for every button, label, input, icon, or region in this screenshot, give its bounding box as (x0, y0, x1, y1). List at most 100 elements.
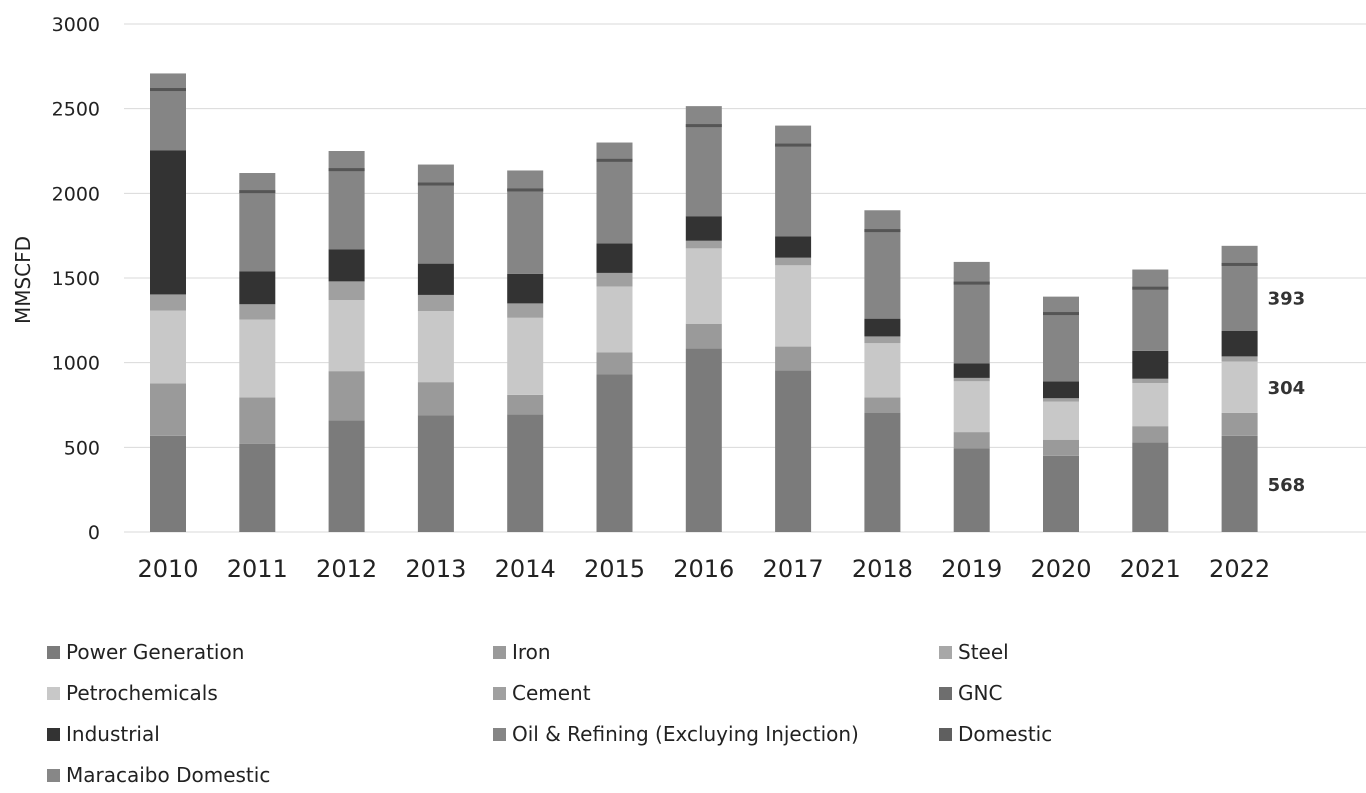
y-tick-label: 500 (64, 437, 100, 459)
x-tick-label: 2013 (405, 555, 466, 583)
bar-separator (150, 88, 186, 92)
bar-segment (1221, 435, 1258, 532)
legend-item: Steel (939, 640, 1009, 664)
bar-separator (507, 188, 544, 192)
bar-separator (1043, 312, 1079, 316)
bar-segment (1132, 442, 1169, 532)
legend-label: Power Generation (66, 640, 244, 664)
bar-separator (1132, 286, 1169, 290)
bar-segment (507, 189, 544, 274)
x-tick-label: 2017 (763, 555, 824, 583)
y-tick-label: 2500 (52, 99, 100, 121)
bar-separator (328, 168, 365, 172)
bar-segment (150, 435, 186, 532)
bar-segment (864, 210, 901, 231)
legend: Power Generation Iron Steel Petrochemicals C… (47, 640, 1052, 787)
bar-segment (685, 106, 722, 126)
bar-separator (775, 143, 812, 147)
bar-segment (150, 383, 186, 436)
bar-segment (864, 318, 901, 337)
bar-segment (685, 323, 722, 349)
bar-segment (328, 249, 365, 282)
legend-label: Petrochemicals (66, 681, 218, 705)
bar-segment (953, 381, 990, 433)
bar-segment (150, 73, 186, 90)
legend-item: Oil & Refining (Excluying Injection) (493, 722, 859, 746)
bar-segment (685, 240, 722, 249)
bar-segment (239, 271, 276, 305)
bar-segment (150, 150, 186, 295)
x-tick-label: 2015 (584, 555, 645, 583)
data-label: 304 (1268, 378, 1306, 399)
bar-segment (864, 412, 901, 532)
x-tick-label: 2019 (941, 555, 1002, 583)
bar-segment (1221, 245, 1258, 265)
bar-segment (239, 319, 276, 398)
bar-segment (150, 310, 186, 384)
bar-segment (1132, 269, 1169, 289)
bar-segment (328, 300, 365, 372)
bar-segment (1043, 401, 1079, 440)
bar-separator (685, 124, 722, 128)
legend-swatch (493, 728, 506, 741)
bar-segment (953, 283, 990, 364)
bar-segment (1132, 350, 1169, 379)
legend-item: Industrial (47, 722, 160, 746)
bar-segment (417, 263, 454, 295)
bar-segment (239, 173, 276, 192)
bar-segment (1221, 356, 1258, 362)
legend-swatch (493, 646, 506, 659)
bar-segment (328, 169, 365, 250)
bar-segment (417, 294, 454, 312)
legend-swatch (47, 769, 60, 782)
bar-segment (685, 125, 722, 217)
bar-segment (328, 420, 365, 532)
bar-segment (417, 311, 454, 383)
legend-swatch (47, 687, 60, 700)
bars (150, 73, 1258, 532)
x-tick-label: 2018 (852, 555, 913, 583)
bar-segment (1221, 412, 1258, 436)
legend-swatch (47, 728, 60, 741)
bar-segment (775, 346, 812, 371)
x-tick-label: 2022 (1209, 555, 1270, 583)
x-tick-label: 2011 (227, 555, 288, 583)
bar-segment (953, 432, 990, 449)
bar-segment (596, 352, 633, 375)
bar-segment (864, 343, 901, 398)
bar-segment (1043, 313, 1079, 382)
bar-segment (1043, 439, 1079, 456)
bar-segment (239, 304, 276, 320)
bar-segment (1043, 398, 1079, 402)
bar-separator (596, 158, 633, 162)
bar-segment (507, 317, 544, 395)
bar-separator (239, 190, 276, 194)
legend-swatch (493, 687, 506, 700)
bar-segment (239, 443, 276, 532)
legend-item: Cement (493, 681, 591, 705)
x-tick-label: 2021 (1120, 555, 1181, 583)
y-axis-label: MMSCFD (11, 236, 35, 324)
x-tick-label: 2010 (137, 555, 198, 583)
bar-segment (864, 336, 901, 344)
legend-item: Maracaibo Domestic (47, 763, 270, 787)
bar-segment (150, 294, 186, 311)
data-label: 393 (1268, 289, 1306, 310)
bar-segment (1132, 382, 1169, 427)
bar-segment (864, 230, 901, 319)
bar-segment (685, 248, 722, 324)
bar-segment (953, 377, 990, 382)
bar-segment (775, 145, 812, 237)
x-tick-label: 2016 (673, 555, 734, 583)
bar-segment (864, 397, 901, 413)
bar-segment (685, 216, 722, 241)
bar-segment (1043, 381, 1079, 399)
bar-segment (507, 170, 544, 190)
legend-label: Industrial (66, 722, 160, 746)
y-axis-ticks: 0 500 1000 1500 2000 2500 3000 (52, 14, 100, 544)
bar-segment (596, 272, 633, 287)
bar-segment (775, 257, 812, 266)
data-label: 568 (1268, 475, 1306, 496)
